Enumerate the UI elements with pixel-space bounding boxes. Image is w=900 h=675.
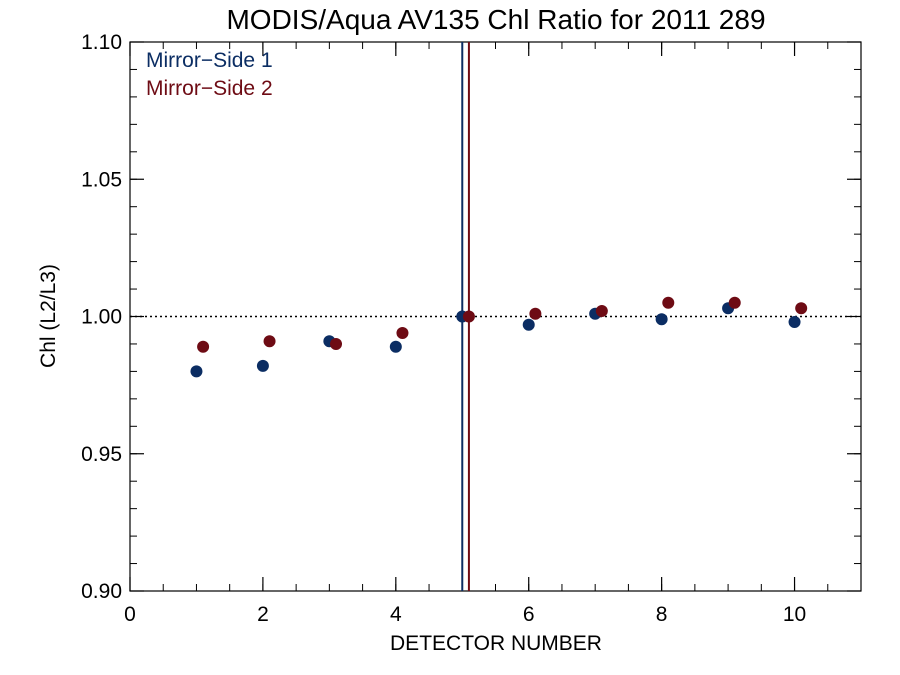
y-tick-label: 1.10 [81, 31, 122, 54]
data-point-series-2 [263, 335, 276, 348]
y-axis-tick-labels: 0.90 0.95 1.00 1.05 1.10 [81, 31, 122, 603]
data-point-series-2 [529, 307, 542, 320]
y-axis-ticks [130, 41, 861, 592]
data-point-series-1 [256, 359, 269, 372]
data-point-series-2 [595, 305, 608, 318]
data-point-series-2 [330, 337, 343, 350]
data-point-series-2 [662, 296, 675, 309]
y-tick-label: 0.90 [81, 580, 122, 603]
x-tick-label: 0 [124, 603, 136, 626]
x-tick-label: 6 [523, 603, 535, 626]
data-point-series-2 [462, 310, 475, 323]
data-point-series-1 [522, 318, 535, 331]
data-points [190, 296, 808, 378]
x-axis-ticks [129, 42, 862, 591]
x-axis-label: DETECTOR NUMBER [390, 632, 602, 655]
y-tick-label: 1.00 [81, 306, 122, 329]
data-point-series-1 [788, 315, 801, 328]
x-tick-label: 10 [783, 603, 806, 626]
legend-entry-mirror-side-2: Mirror−Side 2 [146, 77, 273, 100]
data-point-series-2 [728, 296, 741, 309]
data-point-series-1 [190, 365, 203, 378]
data-point-series-2 [197, 340, 210, 353]
y-tick-label: 0.95 [81, 443, 122, 466]
data-point-series-2 [396, 326, 409, 339]
data-point-series-2 [795, 302, 808, 315]
y-tick-label: 1.05 [81, 168, 122, 191]
y-axis-label: Chl (L2/L3) [37, 264, 60, 368]
x-tick-label: 4 [390, 603, 402, 626]
data-point-series-1 [389, 340, 402, 353]
x-tick-label: 8 [656, 603, 668, 626]
legend-entry-mirror-side-1: Mirror−Side 1 [146, 49, 273, 72]
data-point-series-1 [655, 313, 668, 326]
x-tick-label: 2 [257, 603, 269, 626]
chart-title: MODIS/Aqua AV135 Chl Ratio for 2011 289 [226, 4, 765, 35]
x-axis-tick-labels: 0 2 4 6 8 10 [124, 603, 806, 626]
